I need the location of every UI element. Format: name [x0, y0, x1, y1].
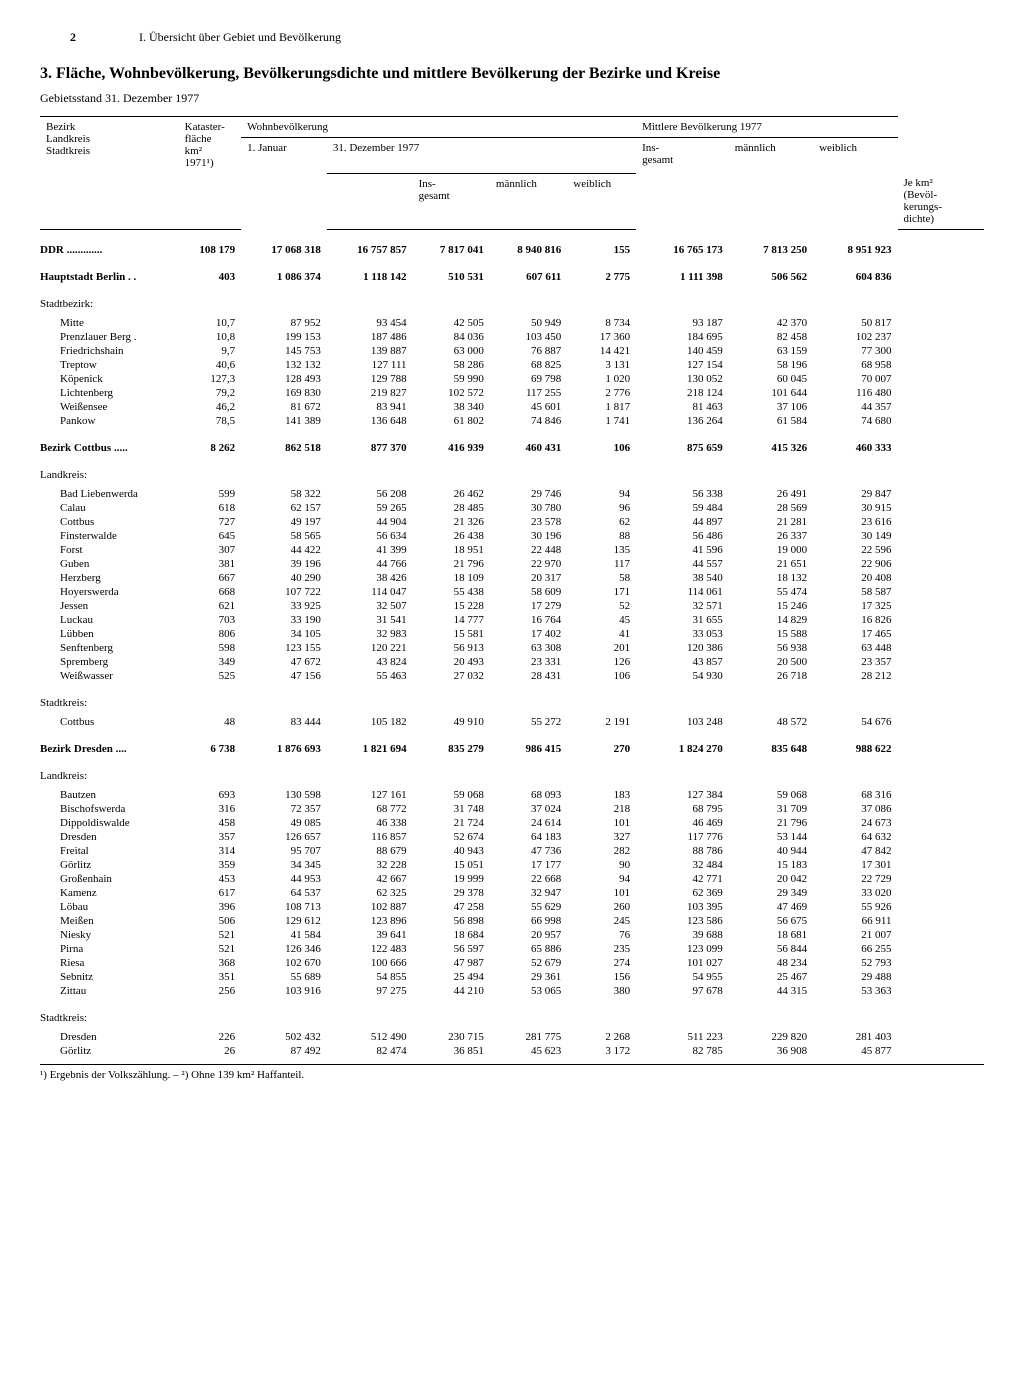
table-row: Bad Liebenwerda59958 32256 20826 46229 7…	[40, 487, 984, 501]
table-row: Herzberg66740 29038 42618 10920 3175838 …	[40, 571, 984, 585]
table-row: Prenzlauer Berg .10,8199 153187 48684 03…	[40, 330, 984, 344]
table-row: Bautzen693130 598127 16159 06868 0931831…	[40, 788, 984, 802]
table-row: Jessen62133 92532 50715 22817 2795232 57…	[40, 599, 984, 613]
table-row: Lichtenberg79,2169 830219 827102 572117 …	[40, 386, 984, 400]
table-row: Cottbus72749 19744 90421 32623 5786244 8…	[40, 515, 984, 529]
table-row: DDR .............108 17917 068 31816 757…	[40, 230, 984, 258]
table-row: Bezirk Dresden ....6 7381 876 6931 821 6…	[40, 729, 984, 756]
page-header: 2 I. Übersicht über Gebiet und Bevölkeru…	[40, 30, 984, 45]
table-row: Löbau396108 713102 88747 25855 629260103…	[40, 900, 984, 914]
table-row: Dippoldiswalde45849 08546 33821 72424 61…	[40, 816, 984, 830]
table-row: Weißwasser52547 15655 46327 03228 431106…	[40, 669, 984, 683]
footnote: ¹) Ergebnis der Volkszählung. – ²) Ohne …	[40, 1064, 984, 1081]
table-row: Finsterwalde64558 56556 63426 43830 1968…	[40, 529, 984, 543]
table-row: Senftenberg598123 155120 22156 91363 308…	[40, 641, 984, 655]
table-row: Niesky52141 58439 64118 68420 9577639 68…	[40, 928, 984, 942]
table-row: Luckau70333 19031 54114 77716 7644531 65…	[40, 613, 984, 627]
table-row: Mitte10,787 95293 45442 50550 9498 73493…	[40, 316, 984, 330]
table-row: Riesa368102 670100 66647 98752 679274101…	[40, 956, 984, 970]
table-row: Stadtbezirk:	[40, 284, 984, 316]
table-row: Sebnitz35155 68954 85525 49429 36115654 …	[40, 970, 984, 984]
table-row: Dresden226502 432512 490230 715281 7752 …	[40, 1030, 984, 1044]
table-row: Großenhain45344 95342 66719 99922 668944…	[40, 872, 984, 886]
table-row: Meißen506129 612123 89656 89866 99824512…	[40, 914, 984, 928]
table-row: Kamenz61764 53762 32529 37832 94710162 3…	[40, 886, 984, 900]
page-title: 3. Fläche, Wohnbevölkerung, Bevölkerungs…	[40, 65, 984, 83]
section-header: I. Übersicht über Gebiet und Bevölkerung	[139, 30, 341, 44]
table-row: Freital31495 70788 67940 94347 73628288 …	[40, 844, 984, 858]
table-row: Hauptstadt Berlin . .4031 086 3741 118 1…	[40, 257, 984, 284]
table-row: Landkreis:	[40, 455, 984, 487]
table-header: BezirkLandkreisStadtkreis Kataster-fläch…	[40, 117, 984, 230]
table-body: DDR .............108 17917 068 31816 757…	[40, 230, 984, 1059]
table-row: Köpenick127,3128 493129 78859 99069 7981…	[40, 372, 984, 386]
page-number: 2	[70, 30, 76, 44]
table-row: Cottbus4883 444105 18249 91055 2722 1911…	[40, 715, 984, 729]
table-row: Görlitz35934 34532 22815 05117 1779032 4…	[40, 858, 984, 872]
table-row: Forst30744 42241 39918 95122 44813541 59…	[40, 543, 984, 557]
table-row: Dresden357126 657116 85752 67464 1833271…	[40, 830, 984, 844]
table-row: Lübben80634 10532 98315 58117 4024133 05…	[40, 627, 984, 641]
table-row: Zittau256103 91697 27544 21053 06538097 …	[40, 984, 984, 998]
statistics-table: BezirkLandkreisStadtkreis Kataster-fläch…	[40, 116, 984, 1058]
table-row: Spremberg34947 67243 82420 49323 3311264…	[40, 655, 984, 669]
table-row: Landkreis:	[40, 756, 984, 788]
subtitle: Gebietsstand 31. Dezember 1977	[40, 91, 984, 106]
table-row: Görlitz2687 49282 47436 85145 6233 17282…	[40, 1044, 984, 1058]
table-row: Pirna521126 346122 48356 59765 886235123…	[40, 942, 984, 956]
table-row: Pankow78,5141 389136 64861 80274 8461 74…	[40, 414, 984, 428]
table-row: Stadtkreis:	[40, 683, 984, 715]
table-row: Bischofswerda31672 35768 77231 74837 024…	[40, 802, 984, 816]
table-row: Calau61862 15759 26528 48530 7809659 484…	[40, 501, 984, 515]
table-row: Stadtkreis:	[40, 998, 984, 1030]
table-row: Friedrichshain9,7145 753139 88763 00076 …	[40, 344, 984, 358]
table-row: Weißensee46,281 67283 94138 34045 6011 8…	[40, 400, 984, 414]
table-row: Guben38139 19644 76621 79622 97011744 55…	[40, 557, 984, 571]
table-row: Hoyerswerda668107 722114 04755 43858 609…	[40, 585, 984, 599]
table-row: Bezirk Cottbus .....8 262862 518877 3704…	[40, 428, 984, 455]
table-row: Treptow40,6132 132127 11158 28668 8253 1…	[40, 358, 984, 372]
